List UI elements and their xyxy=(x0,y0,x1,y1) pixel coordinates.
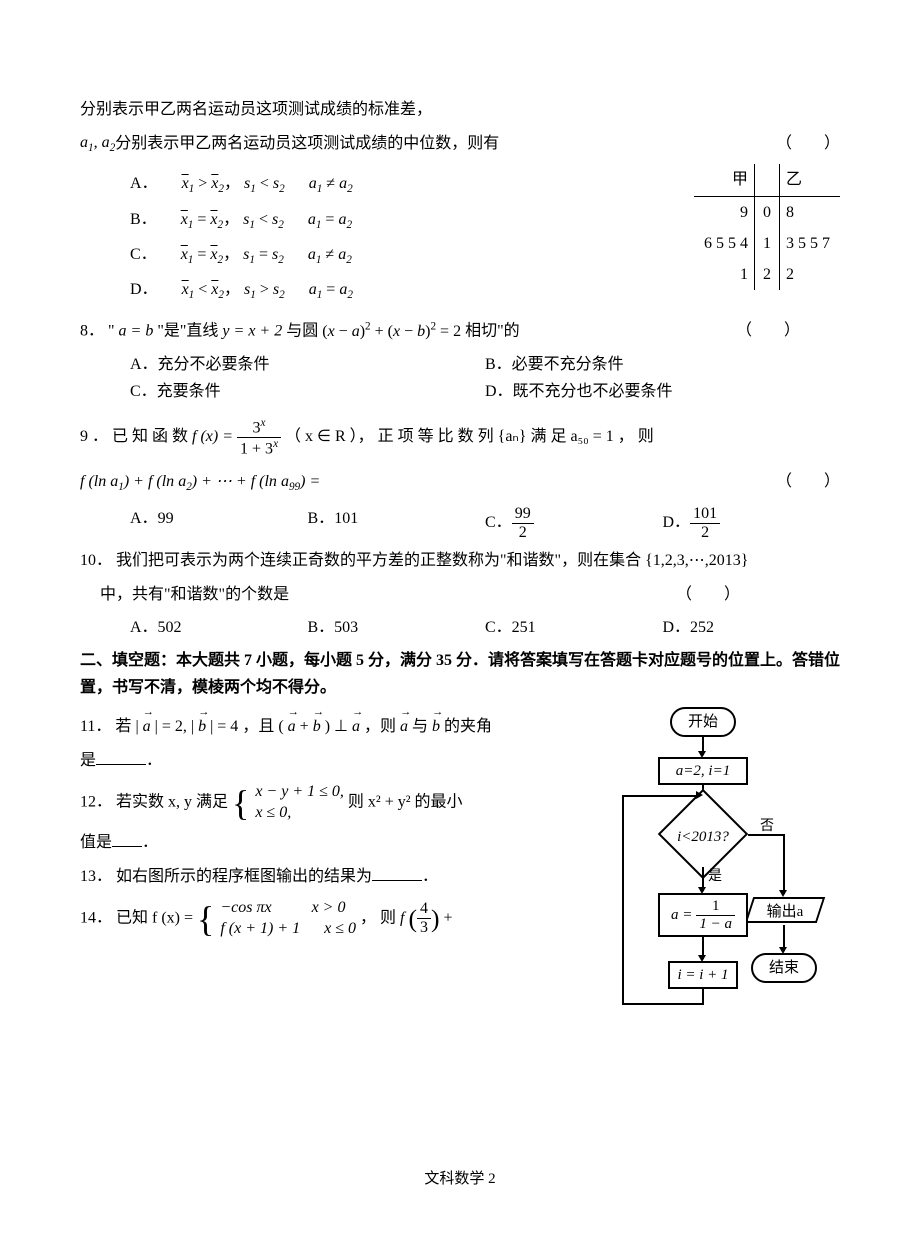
q10-option-A: A．502 xyxy=(130,614,308,641)
flow-output: 输出a xyxy=(745,897,825,925)
q10-paren: （ ） xyxy=(676,581,740,608)
stem-leaf-row: 1 2 2 xyxy=(694,259,840,290)
flow-start: 开始 xyxy=(670,707,736,737)
q8-paren: （ ） xyxy=(736,317,800,344)
stem-leaf-row: 9 0 8 xyxy=(694,196,840,228)
q10-option-C: C．251 xyxy=(485,614,663,641)
q9-option-C: C．992 xyxy=(485,505,663,541)
fill-blank[interactable] xyxy=(112,831,142,847)
fill-blank[interactable] xyxy=(372,865,422,881)
q10-option-B: B．503 xyxy=(308,614,486,641)
q10-stem2: 中，共有"和谐数"的个数是 （ ） xyxy=(80,581,840,608)
flow-cond: i<2013? xyxy=(658,809,748,859)
q8-stem: 8． " a = b "是"直线 y = x + 2 与圆 (x − a)2 +… xyxy=(80,317,840,345)
fill-blank[interactable] xyxy=(96,749,146,765)
q8-option-C: C．充要条件 xyxy=(130,378,485,405)
q9-option-D: D．1012 xyxy=(663,505,841,541)
q9-option-A: A．99 xyxy=(130,505,308,541)
stem-leaf-plot: 甲 乙 9 0 8 6 5 5 4 1 3 5 5 7 1 2 xyxy=(694,164,840,290)
flow-end: 结束 xyxy=(751,953,817,983)
q7-block: 分别表示甲乙两名运动员这项测试成绩的标准差， a1, a2 分别表示甲乙两名运动… xyxy=(80,96,840,311)
stem-leaf-row: 6 5 5 4 1 3 5 5 7 xyxy=(694,228,840,259)
q7-option-C: C． x1 = x2， s1 = s2 a1 ≠ a2 xyxy=(80,241,674,270)
q11-stem: 11． 若 | a | = 2, | b | = 4 ，且 ( a + b ) … xyxy=(80,713,590,740)
q12-tail: 值是． xyxy=(80,829,590,856)
q7-intro2: a1, a2 分别表示甲乙两名运动员这项测试成绩的中位数，则有 （ ） xyxy=(80,129,840,158)
stem-leaf-header-right: 乙 xyxy=(780,164,841,196)
q12-stem: 12． 若实数 x, y 满足 { x − y + 1 ≤ 0, x ≤ 0, … xyxy=(80,782,590,824)
q10-options: A．502 B．503 C．251 D．252 xyxy=(80,614,840,641)
q9-paren: （ ） xyxy=(776,468,840,495)
q8-options-row1: A．充分不必要条件 B．必要不充分条件 xyxy=(80,351,840,378)
page-footer: 文科数学 2 xyxy=(80,1167,840,1193)
q9-expr: f (ln a1) + f (ln a2) + ⋯ + f (ln a99) =… xyxy=(80,468,840,497)
q9-options: A．99 B．101 C．992 D．1012 xyxy=(80,505,840,541)
q8-options-row2: C．充要条件 D．既不充分也不必要条件 xyxy=(80,378,840,405)
stem-leaf-header-left: 甲 xyxy=(694,164,755,196)
q10-stem: 10． 我们把可表示为两个连续正奇数的平方差的正整数称为"和谐数"，则在集合 {… xyxy=(80,547,840,574)
q9-option-B: B．101 xyxy=(308,505,486,541)
q8-option-A: A．充分不必要条件 xyxy=(130,351,485,378)
q7-option-B: B． x1 = x2， s1 < s2 a1 = a2 xyxy=(80,206,674,235)
flow-yes-label: 是 xyxy=(708,865,722,889)
q9-stem: 9 ． 已 知 函 数 f (x) = 3x1 + 3x （ x ∈ R ）， … xyxy=(80,417,840,458)
q10-option-D: D．252 xyxy=(663,614,841,641)
flow-init: a=2, i=1 xyxy=(658,757,748,785)
q7-option-D: D． x1 < x2， s1 > s2 a1 = a2 xyxy=(80,276,674,305)
q7-intro1: 分别表示甲乙两名运动员这项测试成绩的标准差， xyxy=(80,96,840,123)
q7-paren: （ ） xyxy=(776,130,840,157)
flow-step2: i = i + 1 xyxy=(668,961,738,989)
flowchart: 开始 a=2, i=1 i<2013? 是 否 输出a xyxy=(600,707,840,1107)
q13-stem: 13． 如右图所示的程序框图输出的结果为． xyxy=(80,863,590,890)
q7-option-A: A． x1 > x2， s1 < s2 a1 ≠ a2 xyxy=(80,170,674,199)
q14-stem: 14． 已知 f (x) = { −cos πxx > 0 f (x + 1) … xyxy=(80,898,590,940)
q8-option-D: D．既不充分也不必要条件 xyxy=(485,378,840,405)
q11-tail: 是． xyxy=(80,747,590,774)
flow-step1: a = 11 − a xyxy=(658,893,748,937)
q8-option-B: B．必要不充分条件 xyxy=(485,351,840,378)
section2-title: 二、填空题：本大题共 7 小题，每小题 5 分，满分 35 分．请将答案填写在答… xyxy=(80,647,840,701)
